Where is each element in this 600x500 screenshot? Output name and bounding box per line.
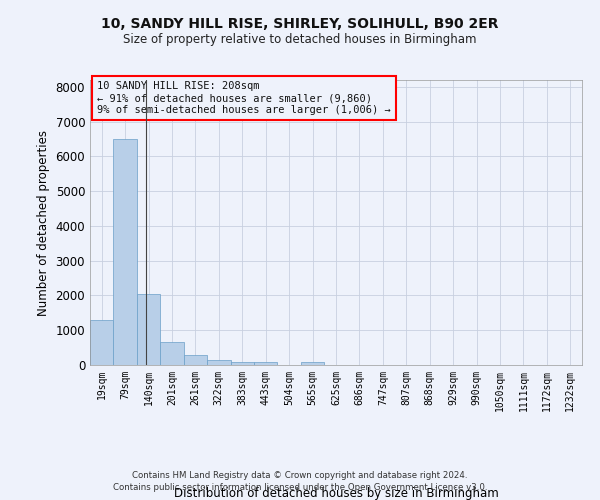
Bar (301, 362, 324, 365)
Bar (207, 360, 230, 365)
Bar (90, 320, 113, 365)
Bar (230, 362, 254, 365)
Text: Contains HM Land Registry data © Crown copyright and database right 2024.
Contai: Contains HM Land Registry data © Crown c… (113, 471, 487, 492)
Text: Size of property relative to detached houses in Birmingham: Size of property relative to detached ho… (123, 32, 477, 46)
Y-axis label: Number of detached properties: Number of detached properties (37, 130, 50, 316)
Text: 10, SANDY HILL RISE, SHIRLEY, SOLIHULL, B90 2ER: 10, SANDY HILL RISE, SHIRLEY, SOLIHULL, … (101, 18, 499, 32)
Bar (184, 356, 207, 365)
Bar (113, 139, 137, 365)
Bar (254, 362, 277, 365)
Bar (137, 294, 160, 365)
Text: 10 SANDY HILL RISE: 208sqm
← 91% of detached houses are smaller (9,860)
9% of se: 10 SANDY HILL RISE: 208sqm ← 91% of deta… (97, 82, 391, 114)
Bar (160, 342, 184, 365)
X-axis label: Distribution of detached houses by size in Birmingham: Distribution of detached houses by size … (173, 488, 499, 500)
